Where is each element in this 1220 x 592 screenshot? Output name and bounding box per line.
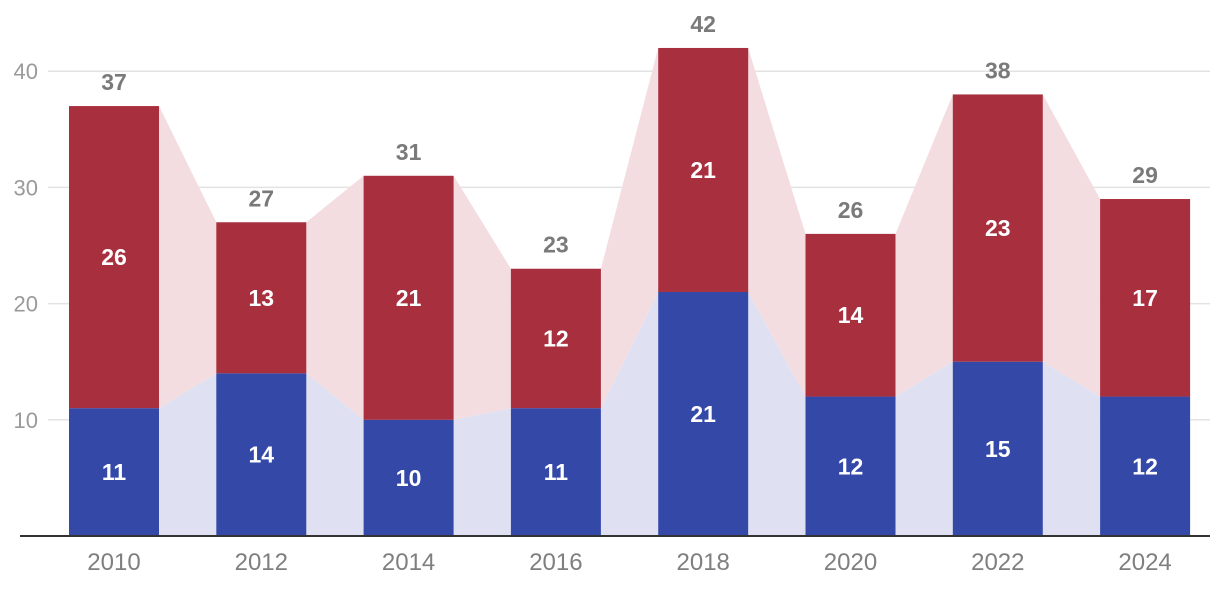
x-tick-label: 2022 — [971, 549, 1024, 576]
total-label: 37 — [101, 69, 127, 95]
bar-segment-lower — [510, 408, 601, 536]
band-upper — [159, 106, 217, 409]
band-upper — [453, 175, 511, 420]
band-upper — [1042, 94, 1101, 397]
x-tick-label: 2012 — [235, 549, 288, 576]
connector-bands — [159, 47, 1101, 536]
band-lower — [1042, 361, 1101, 536]
bar-segment-upper — [805, 233, 896, 397]
band-upper — [306, 175, 364, 420]
data-label-lower: 10 — [396, 465, 422, 491]
data-label-upper: 13 — [249, 285, 275, 311]
x-tick-label: 2010 — [87, 549, 140, 576]
data-label-upper: 21 — [396, 285, 422, 311]
total-label: 42 — [690, 11, 716, 37]
data-label-lower: 11 — [102, 459, 127, 485]
bar-segment-lower — [952, 361, 1043, 536]
x-tick-label: 2014 — [382, 549, 435, 576]
total-label: 27 — [249, 185, 275, 211]
y-tick-label: 40 — [14, 59, 38, 84]
total-label: 29 — [1132, 162, 1158, 188]
band-lower — [453, 408, 511, 536]
data-label-lower: 15 — [985, 436, 1011, 462]
total-label: 38 — [985, 57, 1011, 83]
band-lower — [895, 361, 953, 536]
band-lower — [600, 291, 659, 536]
bar-segment-lower — [1100, 396, 1191, 536]
band-lower — [748, 291, 806, 536]
data-label-upper: 21 — [690, 157, 716, 183]
bar-segment-lower — [363, 419, 454, 536]
data-label-upper: 14 — [838, 302, 864, 328]
bar-segment-upper — [952, 94, 1043, 362]
value-labels: 11 26 37 14 13 27 10 21 31 11 12 23 21 21 42 12 14 26 15 23… — [101, 11, 1158, 491]
data-label-upper: 17 — [1132, 285, 1158, 311]
band-upper — [895, 94, 953, 397]
band-lower — [306, 373, 364, 536]
bar-segment-upper — [363, 175, 454, 420]
axes: 2010 2012 2014 2016 2018 2020 2022 2024 — [20, 535, 1210, 576]
data-label-lower: 11 — [544, 459, 569, 485]
bar-segment-lower — [216, 373, 307, 536]
y-tick-label: 30 — [14, 175, 38, 200]
x-tick-label: 2016 — [529, 549, 582, 576]
bar-segment-lower — [69, 408, 159, 536]
data-label-upper: 23 — [985, 215, 1011, 241]
bar-segment-upper — [510, 268, 601, 409]
bar-segment-upper — [1100, 199, 1191, 397]
total-label: 23 — [543, 232, 569, 258]
band-lower — [159, 373, 217, 536]
band-upper — [748, 47, 806, 397]
y-tick-label: 10 — [14, 408, 38, 433]
data-label-lower: 21 — [690, 401, 716, 427]
x-tick-label: 2024 — [1118, 549, 1171, 576]
total-label: 26 — [838, 197, 864, 223]
total-label: 31 — [396, 139, 422, 165]
data-label-lower: 12 — [1132, 453, 1158, 479]
x-tick-label: 2018 — [677, 549, 730, 576]
data-label-lower: 14 — [249, 442, 275, 468]
bar-segment-upper — [658, 47, 749, 292]
x-tick-label: 2020 — [824, 549, 877, 576]
data-label-upper: 26 — [101, 244, 127, 270]
bars — [69, 47, 1191, 536]
bar-segment-upper — [69, 106, 159, 409]
bar-segment-lower — [805, 396, 896, 536]
y-tick-label: 20 — [14, 292, 38, 317]
data-label-upper: 12 — [543, 325, 569, 351]
band-upper — [600, 47, 659, 409]
bar-segment-upper — [216, 222, 307, 374]
data-label-lower: 12 — [838, 453, 864, 479]
bar-segment-lower — [658, 291, 749, 536]
